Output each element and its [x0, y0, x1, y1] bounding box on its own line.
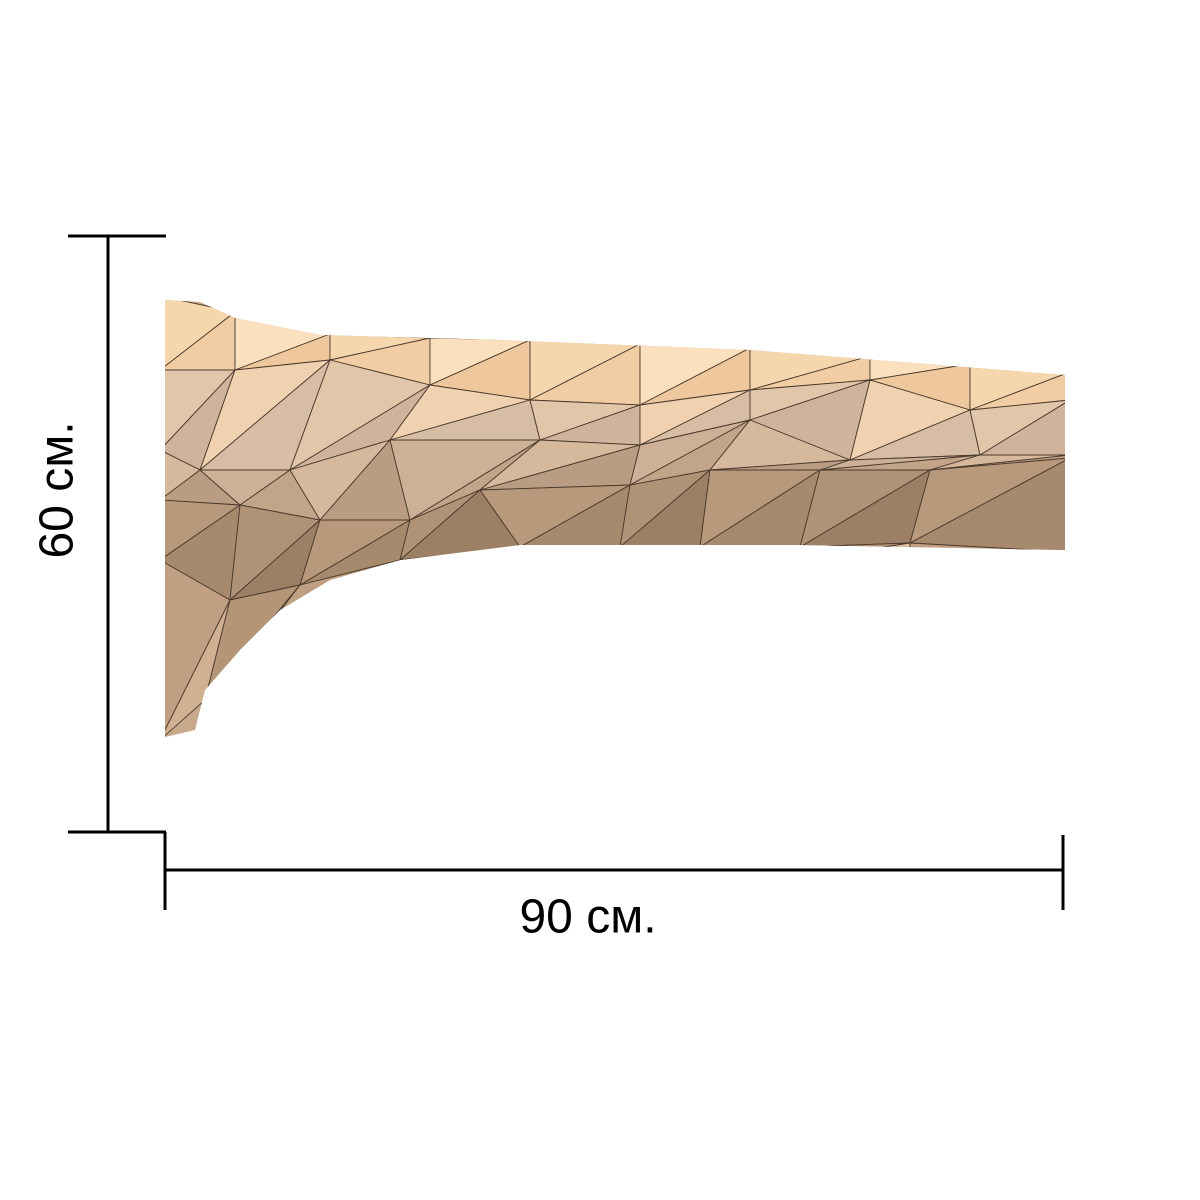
width-label: 90 см. — [519, 891, 656, 944]
arm-model — [165, 300, 1065, 737]
width-dimension: 90 см. — [163, 832, 1065, 944]
mesh-facet — [699, 546, 801, 561]
mesh-facet — [519, 546, 621, 561]
height-label: 60 см. — [31, 421, 84, 558]
mesh-facet — [909, 551, 1065, 561]
mesh-facet — [519, 546, 621, 561]
mesh-facet — [699, 546, 801, 561]
height-dimension: 60 см. — [31, 234, 166, 834]
mesh-facet — [619, 546, 701, 561]
mesh-facet — [619, 546, 701, 561]
